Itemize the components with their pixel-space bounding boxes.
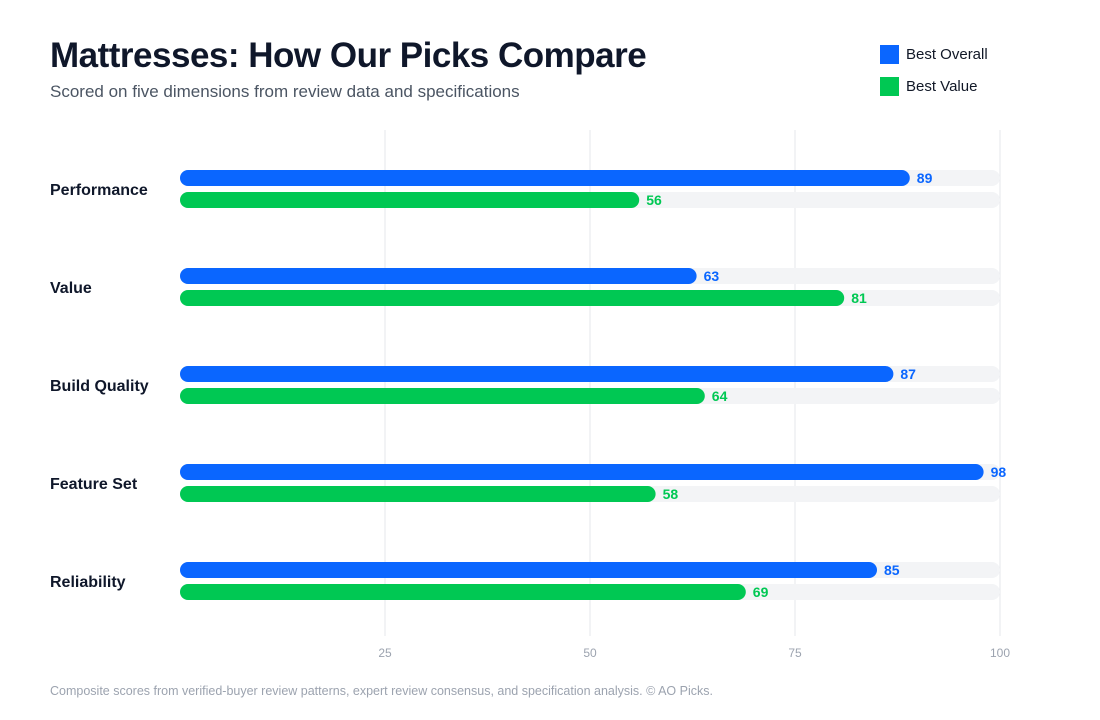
- chart-title: Mattresses: How Our Picks Compare: [50, 36, 647, 75]
- value-label-reliability-best-value: 69: [753, 584, 769, 600]
- bar-feature-set-best-overall: [180, 464, 984, 480]
- value-label-feature-set-best-value: 58: [663, 486, 679, 502]
- bar-value-best-overall: [180, 268, 697, 284]
- x-tick-label-25: 25: [378, 646, 392, 660]
- category-label-build-quality: Build Quality: [50, 378, 149, 395]
- legend-label-best-value: Best Value: [906, 77, 978, 95]
- x-tick-label-75: 75: [788, 646, 802, 660]
- value-label-value-best-overall: 63: [704, 268, 720, 284]
- bar-performance-best-overall: [180, 170, 910, 186]
- category-label-value: Value: [50, 280, 92, 297]
- legend-swatch-best-value: [880, 76, 899, 96]
- value-label-build-quality-best-overall: 87: [900, 366, 916, 382]
- bar-build-quality-best-overall: [180, 366, 894, 382]
- value-label-value-best-value: 81: [851, 290, 867, 306]
- value-label-build-quality-best-value: 64: [712, 388, 728, 404]
- bar-chart: 25 50 75 100 Performance 89 56 Value 63 81 Build Q…: [50, 130, 1010, 660]
- x-tick-label-100: 100: [990, 646, 1010, 660]
- value-label-performance-best-value: 56: [646, 192, 662, 208]
- category-label-reliability: Reliability: [50, 574, 126, 591]
- legend: Best Overall Best Value: [880, 44, 988, 108]
- value-label-reliability-best-overall: 85: [884, 562, 900, 578]
- bar-value-best-value: [180, 290, 845, 306]
- category-label-feature-set: Feature Set: [50, 476, 138, 493]
- bar-feature-set-best-value: [180, 486, 656, 502]
- legend-item-best-overall: Best Overall: [880, 44, 988, 64]
- category-label-performance: Performance: [50, 182, 148, 199]
- x-tick-label-50: 50: [583, 646, 597, 660]
- legend-label-best-overall: Best Overall: [906, 45, 988, 63]
- bar-build-quality-best-value: [180, 388, 705, 404]
- footnote: Composite scores from verified-buyer rev…: [50, 684, 713, 698]
- legend-item-best-value: Best Value: [880, 76, 988, 96]
- legend-swatch-best-overall: [880, 44, 899, 64]
- chart-subtitle: Scored on five dimensions from review da…: [50, 82, 520, 101]
- bar-reliability-best-value: [180, 584, 746, 600]
- value-label-feature-set-best-overall: 98: [991, 464, 1007, 480]
- value-label-performance-best-overall: 89: [917, 170, 933, 186]
- bar-performance-best-value: [180, 192, 640, 208]
- bar-reliability-best-overall: [180, 562, 877, 578]
